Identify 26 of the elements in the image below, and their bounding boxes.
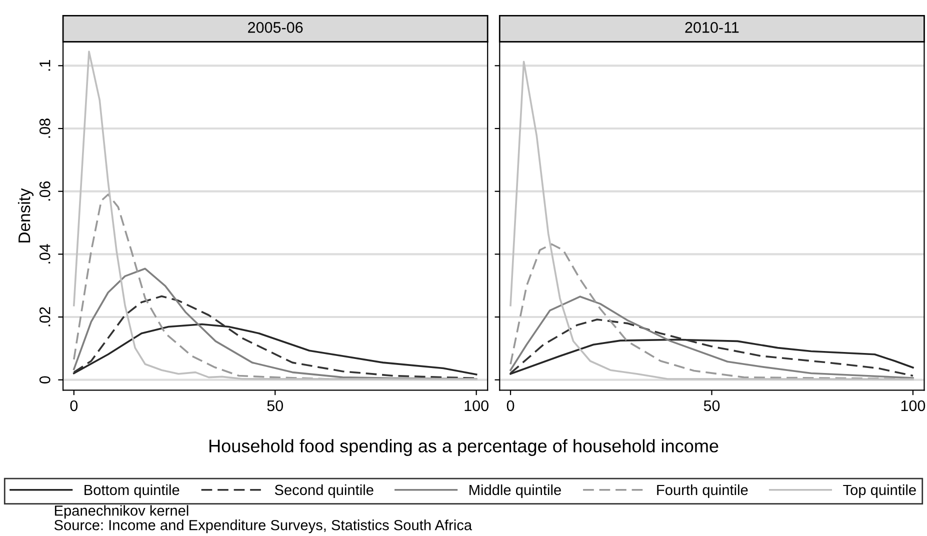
y-tick-label: .06 — [39, 181, 50, 201]
text: Epanechnikov kernel — [54, 505, 188, 519]
chart-title: 2010-11 — [685, 22, 739, 33]
y-tick-label: .1 — [40, 60, 50, 71]
x-axis-title: Household food spending as a percentage of household income — [210, 439, 718, 456]
y-tick-label: .08 — [39, 118, 50, 138]
y-tick-label: .04 — [39, 244, 50, 264]
legend-label: Bottom quintile — [84, 484, 180, 498]
legend-label: Second quintile — [274, 484, 374, 498]
chart-title: 2005-06 — [248, 22, 303, 33]
legend-label: Middle quintile — [470, 484, 561, 498]
line-series — [72, 323, 478, 376]
x-tick-label: 0 — [506, 400, 514, 412]
y-tick-label: .02 — [39, 307, 50, 326]
x-tick-label: 100 — [464, 400, 488, 412]
x-tick-label: 50 — [704, 400, 720, 412]
line-series — [72, 50, 478, 380]
source-note: Source: Income and Expenditure Surveys, Statistics South Africa — [54, 520, 472, 534]
line-series — [72, 268, 478, 380]
x-tick-label: 100 — [901, 400, 926, 412]
y-axis-title: Density — [18, 188, 34, 242]
x-tick-label: 0 — [70, 400, 78, 412]
legend-label: Fourth quintile — [657, 484, 748, 498]
x-tick-label: 50 — [267, 400, 284, 412]
y-tick-label: 0 — [39, 376, 50, 384]
legend-label: Top quintile — [843, 484, 916, 498]
